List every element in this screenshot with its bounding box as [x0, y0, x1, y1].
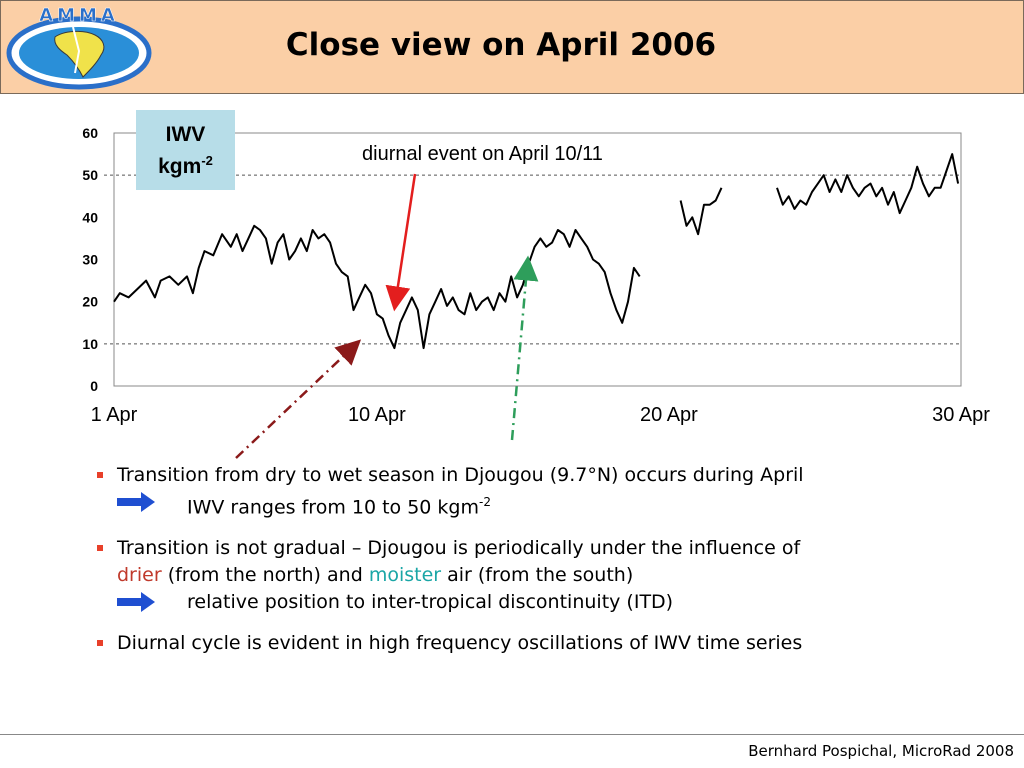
y-tick-label: 0: [90, 378, 98, 394]
page-title: Close view on April 2006: [285, 27, 717, 63]
bullet-sub-exp: -2: [479, 495, 491, 509]
y-tick-label: 40: [82, 209, 98, 225]
footer-credit: Bernhard Pospichal, MicroRad 2008: [748, 742, 1014, 760]
bullet-text: Transition from dry to wet season in Djo…: [117, 464, 804, 486]
x-tick-label: 30 Apr: [932, 404, 990, 426]
bullet-sub-text: IWV ranges from 10 to 50 kgm: [187, 496, 479, 519]
right-arrow-icon: [117, 492, 155, 512]
bullet-text-mid: (from the north) and: [167, 564, 363, 587]
y-tick-label: 10: [82, 336, 98, 352]
x-axis: 1 Apr 10 Apr 20 Apr 30 Apr: [91, 404, 991, 426]
bullet-item-2: Transition is not gradual – Djougou is p…: [95, 535, 995, 616]
bullet-sub: IWV ranges from 10 to 50 kgm-2: [117, 489, 995, 521]
y-tick-label: 50: [82, 167, 98, 183]
bullet-text: Transition is not gradual – Djougou is p…: [117, 537, 801, 560]
event-arrow: [385, 173, 417, 312]
bullet-sub-text: relative position to inter-tropical disc…: [187, 591, 674, 614]
iwv-label: IWV: [165, 123, 206, 146]
iwv-unit-exp: -2: [201, 153, 213, 168]
y-axis: 0 10 20 30 40 50 60: [82, 125, 98, 394]
svg-text:AMMA: AMMA: [39, 5, 119, 26]
y-tick-label: 30: [82, 252, 98, 268]
y-tick-label: 60: [82, 125, 98, 141]
dry-air-arrow: [235, 339, 362, 459]
right-arrow-icon: [117, 592, 155, 613]
iwv-unit-label: IWV kgm-2: [136, 110, 235, 190]
iwv-series-line: [776, 153, 960, 215]
iwv-chart: 0 10 20 30 40 50 60 1 Apr 10 Apr 20 Apr 30 Apr: [0, 100, 1024, 460]
bullet-marker: [97, 545, 103, 552]
chart-svg: 0 10 20 30 40 50 60 1 Apr 10 Apr 20 Apr 30 Apr: [82, 125, 991, 459]
event-annotation: diurnal event on April 10/11: [362, 143, 603, 165]
plot-frame: [113, 132, 962, 387]
moist-air-arrow: [510, 255, 539, 441]
x-tick-label: 20 Apr: [640, 404, 698, 426]
x-tick-label: 10 Apr: [348, 404, 406, 426]
bullet-text-end: air (from the south): [447, 564, 634, 587]
amma-logo: AMMA: [6, 5, 152, 90]
bullet-sub: relative position to inter-tropical disc…: [117, 589, 995, 616]
bullet-item-1: Transition from dry to wet season in Djo…: [95, 462, 995, 521]
bullet-item-3: Diurnal cycle is evident in high frequen…: [95, 630, 995, 657]
bullet-marker: [97, 472, 103, 478]
x-tick-label: 1 Apr: [91, 404, 138, 426]
footer-divider: [0, 734, 1024, 735]
iwv-unit: kgm: [158, 155, 202, 178]
bullet-text: Diurnal cycle is evident in high frequen…: [117, 632, 803, 655]
bullet-marker: [97, 640, 103, 647]
iwv-series-line: [679, 187, 723, 236]
bullet-list: Transition from dry to wet season in Djo…: [95, 462, 995, 671]
header-bar: AMMA Close view on April 2006: [0, 0, 1024, 94]
drier-word: drier: [117, 564, 162, 587]
reference-lines: [104, 174, 961, 345]
moister-word: moister: [368, 564, 442, 587]
y-tick-label: 20: [82, 294, 98, 310]
iwv-series-line: [113, 224, 641, 350]
iwv-series: [113, 153, 960, 350]
